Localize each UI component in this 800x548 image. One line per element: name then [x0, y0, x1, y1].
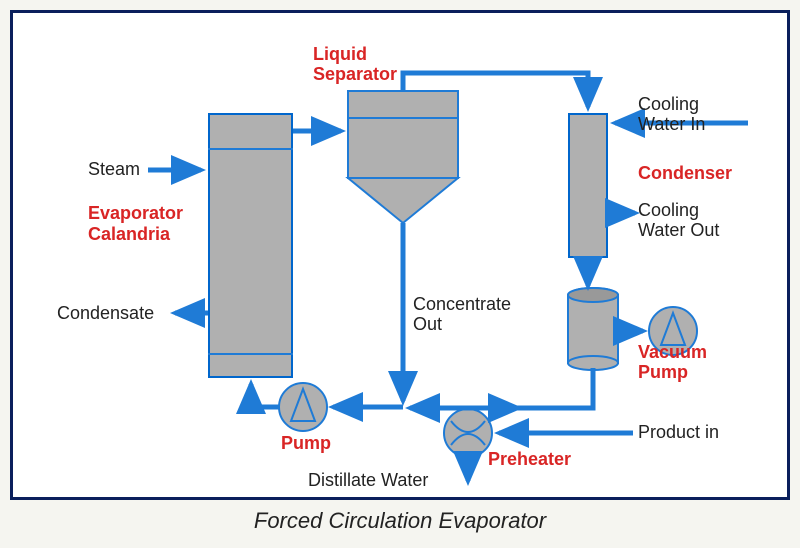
- evaporator-body: [208, 113, 293, 378]
- diagram-frame: LiquidSeparator Condenser EvaporatorCala…: [10, 10, 790, 500]
- label-concentrate: ConcentrateOut: [413, 295, 511, 335]
- label-condenser: Condenser: [638, 163, 732, 184]
- label-steam: Steam: [88, 159, 140, 180]
- label-cooling-out: CoolingWater Out: [638, 201, 719, 241]
- label-condensate: Condensate: [57, 303, 154, 324]
- label-pump: Pump: [281, 433, 331, 454]
- diagram-title: Forced Circulation Evaporator: [0, 508, 800, 534]
- label-distillate: Distillate Water: [308, 470, 428, 491]
- label-cooling-in: CoolingWater In: [638, 95, 705, 135]
- evaporator-line-bottom: [208, 353, 293, 355]
- label-vacuum-pump: VacuumPump: [638, 343, 707, 383]
- evaporator-line-top: [208, 148, 293, 150]
- label-evaporator: EvaporatorCalandria: [88, 203, 183, 244]
- condenser-body: [568, 113, 608, 258]
- label-liquid-separator: LiquidSeparator: [313, 45, 397, 85]
- label-preheater: Preheater: [488, 449, 571, 470]
- label-product-in: Product in: [638, 422, 719, 443]
